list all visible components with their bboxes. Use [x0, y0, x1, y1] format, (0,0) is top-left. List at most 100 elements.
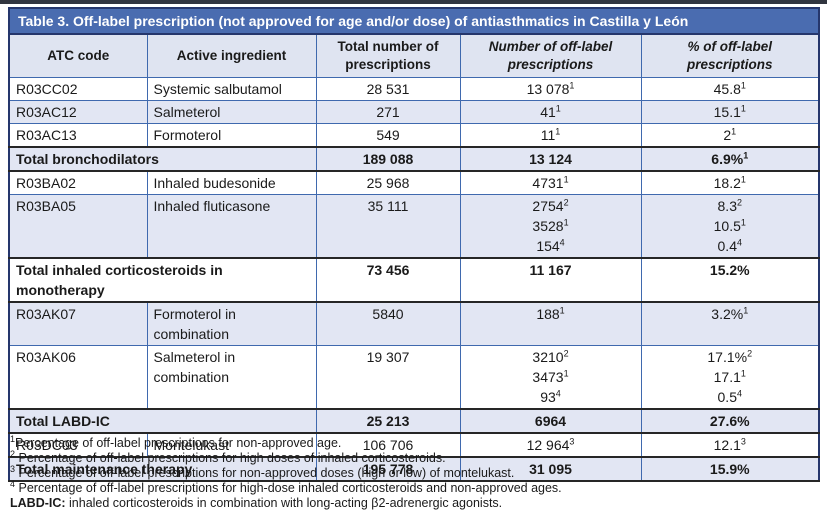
off-label-count-cell: 13 124 — [459, 146, 642, 173]
off-label-count-cell: 6964 — [459, 408, 642, 435]
table-row: R03BA02 Inhaled budesonide 25 968 47311 18.2… — [8, 170, 820, 196]
atc-code-cell: R03AC12 — [8, 100, 148, 125]
cell-value: 34731 — [532, 368, 569, 386]
total-prescriptions-cell: 549 — [315, 123, 461, 148]
total-row: Total bronchodilators 189 088 13 124 6.9%1 — [8, 146, 820, 173]
cell-value: 13 124 — [529, 151, 572, 168]
cell-value: 0.44 — [717, 237, 742, 255]
column-header-2: Total number of prescriptions — [315, 33, 461, 79]
footnote-5: LABD-IC: inhaled corticosteroids in comb… — [10, 496, 503, 510]
off-label-percent-cell: 15.9% — [640, 456, 820, 483]
off-label-percent-cell: 45.81 — [640, 77, 820, 102]
atc-code-cell: R03AC13 — [8, 123, 148, 148]
total-label-cell: Total maintenance therapy — [8, 456, 317, 483]
active-ingredient-cell: Salmeterol in combination — [146, 345, 317, 410]
off-label-percent-cell: 8.32 10.51 0.44 — [640, 194, 820, 259]
total-row: Total maintenance therapy 195 778 31 095 15… — [8, 456, 820, 483]
column-header-3: Number of off-label prescriptions — [459, 33, 642, 79]
atc-code-cell: R03AK07 — [8, 301, 148, 347]
cell-value: 15.11 — [713, 103, 746, 121]
cell-value: 12.13 — [713, 436, 746, 454]
cell-value: 18.21 — [713, 174, 746, 192]
active-ingredient-cell: Inhaled fluticasone — [146, 194, 317, 259]
cell-value: 13 0781 — [526, 80, 575, 98]
total-row: Total inhaled corticosteroids in monothe… — [8, 257, 820, 304]
cell-value: 111 — [540, 126, 561, 144]
table-row: R03CC02 Systemic salbutamol 28 531 13 0781 4… — [8, 77, 820, 102]
cell-value: 15.9% — [709, 461, 750, 478]
off-label-percent-cell: 17.1%2 17.11 0.54 — [640, 345, 820, 410]
top-divider-line — [0, 0, 827, 4]
table-row: R03AK07 Formoterol in combination 5840 1881… — [8, 301, 820, 347]
cell-value: 45.81 — [713, 80, 746, 98]
table-header-row: ATC code Active ingredient Total number of… — [8, 33, 820, 79]
atc-code-cell: R03CC02 — [8, 77, 148, 102]
off-label-percent-cell: 6.9%1 — [640, 146, 820, 173]
cell-value: 31 095 — [529, 461, 572, 478]
total-prescriptions-cell: 25 968 — [315, 170, 461, 196]
footnote-2: 2 Percentage of off-label prescriptions … — [10, 448, 446, 465]
active-ingredient-cell: Formoterol in combination — [146, 301, 317, 347]
off-label-count-cell: 13 0781 — [459, 77, 642, 102]
total-prescriptions-cell: 195 778 — [315, 456, 461, 483]
off-label-count-cell: 12 9643 — [459, 432, 642, 458]
cell-value: 3.2%1 — [711, 305, 749, 323]
table-title-row: Table 3. Off-label prescription (not app… — [9, 8, 820, 35]
off-label-percent-cell: 21 — [640, 123, 820, 148]
cell-value: 11 167 — [529, 262, 572, 279]
total-prescriptions-cell: 35 111 — [315, 194, 461, 259]
total-row: Total LABD-IC 25 213 6964 27.6% — [8, 408, 820, 435]
active-ingredient-cell: Inhaled budesonide — [146, 170, 317, 196]
column-header-4: % of off-label prescriptions — [640, 33, 820, 79]
off-label-count-cell: 11 167 — [459, 257, 642, 304]
table-row: R03DC03 Montelukast 106 706 12 9643 12.13 — [8, 432, 820, 458]
cell-value: 17.11 — [713, 368, 746, 386]
total-prescriptions-cell: 73 456 — [315, 257, 461, 304]
atc-code-cell: R03AK06 — [8, 345, 148, 410]
cell-value: 27.6% — [709, 413, 750, 430]
cell-value: 12 9643 — [526, 436, 575, 454]
cell-value: 21 — [723, 126, 737, 144]
total-prescriptions-cell: 19 307 — [315, 345, 461, 410]
offlabel-prescriptions-table: Table 3. Off-label prescription (not app… — [8, 7, 821, 483]
footnote-4: 4 Percentage of off-label prescriptions … — [10, 478, 562, 495]
active-ingredient-cell: Formoterol — [146, 123, 317, 148]
off-label-percent-cell: 12.13 — [640, 432, 820, 458]
total-prescriptions-cell: 189 088 — [315, 146, 461, 173]
table-row: R03AK06 Salmeterol in combination 19 307 32… — [8, 345, 820, 410]
atc-code-cell: R03BA02 — [8, 170, 148, 196]
footnote-3: 3 Percentage of off-label prescriptions … — [10, 463, 515, 480]
cell-value: 47311 — [532, 174, 569, 192]
off-label-percent-cell: 15.11 — [640, 100, 820, 125]
cell-value: 10.51 — [713, 217, 746, 235]
off-label-count-cell: 31 095 — [459, 456, 642, 483]
active-ingredient-cell: Systemic salbutamol — [146, 77, 317, 102]
off-label-percent-cell: 27.6% — [640, 408, 820, 435]
cell-value: 15.2% — [709, 262, 750, 279]
total-prescriptions-cell: 5840 — [315, 301, 461, 347]
total-prescriptions-cell: 28 531 — [315, 77, 461, 102]
cell-value: 35281 — [532, 217, 569, 235]
off-label-percent-cell: 3.2%1 — [640, 301, 820, 347]
cell-value: 6964 — [534, 413, 567, 430]
off-label-count-cell: 411 — [459, 100, 642, 125]
total-label-cell: Total bronchodilators — [8, 146, 317, 173]
off-label-percent-cell: 15.2% — [640, 257, 820, 304]
column-header-1: Active ingredient — [146, 33, 317, 79]
cell-value: 27542 — [532, 197, 569, 215]
off-label-count-cell: 111 — [459, 123, 642, 148]
atc-code-cell: R03DC03 — [8, 432, 148, 458]
off-label-count-cell: 47311 — [459, 170, 642, 196]
cell-value: 1881 — [536, 305, 565, 323]
off-label-count-cell: 32102 34731 934 — [459, 345, 642, 410]
atc-code-cell: R03BA05 — [8, 194, 148, 259]
cell-value: 934 — [540, 388, 561, 406]
table-row: R03BA05 Inhaled fluticasone 35 111 27542 352… — [8, 194, 820, 259]
total-label-cell: Total LABD-IC — [8, 408, 317, 435]
off-label-count-cell: 27542 35281 1544 — [459, 194, 642, 259]
total-prescriptions-cell: 271 — [315, 100, 461, 125]
cell-value: 411 — [540, 103, 561, 121]
cell-value: 0.54 — [717, 388, 742, 406]
table-row: R03AC13 Formoterol 549 111 21 — [8, 123, 820, 148]
cell-value: 17.1%2 — [707, 348, 753, 366]
